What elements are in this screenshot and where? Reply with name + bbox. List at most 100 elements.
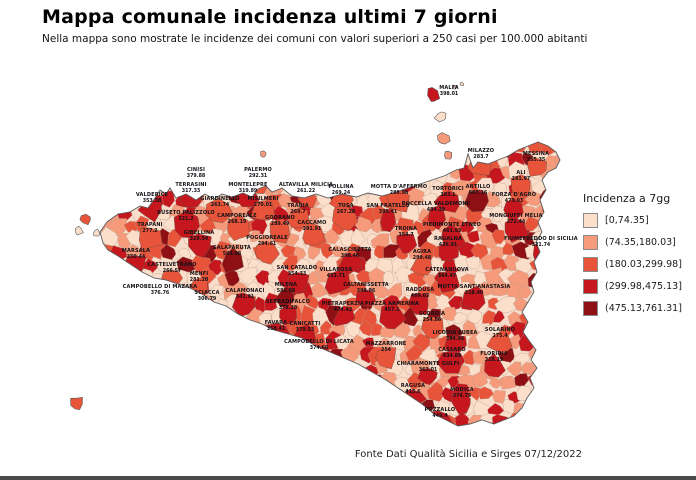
svg-text:MODICA: MODICA [450, 387, 474, 393]
svg-text:415.6: 415.6 [405, 389, 421, 395]
svg-text:277.2: 277.2 [142, 228, 157, 234]
svg-text:354.7: 354.7 [398, 232, 413, 238]
svg-text:379.88: 379.88 [187, 173, 206, 179]
svg-text:SCIACCA: SCIACCA [194, 290, 219, 296]
svg-text:FAVARA: FAVARA [265, 320, 287, 326]
svg-text:281.20: 281.20 [190, 277, 209, 283]
svg-text:MOTTA SANT'ANASTASIA: MOTTA SANT'ANASTASIA [438, 284, 511, 290]
legend: Incidenza a 7gg [0,74.35] (74.35,180.03] (… [583, 192, 695, 323]
svg-text:317.33: 317.33 [182, 188, 201, 194]
svg-text:CANICATTI: CANICATTI [290, 321, 321, 327]
svg-text:ANTILLO: ANTILLO [466, 184, 491, 190]
svg-text:268.19: 268.19 [228, 219, 247, 225]
legend-bin-0: [0,74.35] [583, 213, 695, 228]
page-subtitle: Nella mappa sono mostrate le incidenze d… [42, 33, 588, 45]
svg-text:358.41: 358.41 [267, 326, 286, 332]
svg-text:TRAPANI: TRAPANI [137, 222, 162, 228]
svg-text:376.76: 376.76 [151, 290, 170, 296]
svg-text:581.08: 581.08 [277, 288, 296, 294]
legend-swatch [583, 213, 598, 228]
svg-text:398.46: 398.46 [341, 253, 360, 259]
svg-text:SCORDIA: SCORDIA [419, 311, 445, 317]
svg-text:POLLINA: POLLINA [328, 184, 353, 190]
legend-bin-label: (299.98,475.13] [605, 281, 682, 292]
svg-text:294.61: 294.61 [258, 241, 277, 247]
svg-text:434.88: 434.88 [443, 353, 462, 359]
svg-text:254: 254 [381, 347, 392, 353]
svg-text:AGIRA: AGIRA [413, 249, 431, 255]
svg-text:341.91: 341.91 [236, 294, 255, 300]
svg-text:350.44: 350.44 [127, 254, 146, 260]
svg-text:379.53: 379.53 [296, 327, 315, 333]
svg-text:266.57: 266.57 [163, 268, 182, 274]
svg-text:VILLAROSA: VILLAROSA [320, 267, 353, 273]
svg-text:436.91: 436.91 [439, 242, 458, 248]
svg-text:CAMPOBELLO DI MAZARA: CAMPOBELLO DI MAZARA [123, 284, 198, 290]
svg-text:BUSETO PALIZZOLO: BUSETO PALIZZOLO [157, 210, 215, 216]
svg-text:299.48: 299.48 [413, 255, 432, 261]
minor-islands [70, 82, 465, 411]
svg-text:CALAMONACI: CALAMONACI [226, 288, 265, 294]
svg-text:TROINA: TROINA [395, 226, 417, 232]
legend-title: Incidenza a 7gg [583, 192, 671, 205]
legend-bin-4: (475.13,761.31] [583, 301, 695, 316]
svg-text:SAN CATALDO: SAN CATALDO [277, 265, 318, 271]
svg-text:291.91: 291.91 [303, 226, 322, 232]
svg-text:FORZA D'AGRÒ: FORZA D'AGRÒ [492, 191, 536, 198]
svg-text:ALTAVILLA MILICIA: ALTAVILLA MILICIA [279, 182, 333, 188]
svg-text:CINISI: CINISI [187, 167, 205, 173]
legend-bin-label: [0,74.35] [605, 215, 649, 226]
svg-text:473.93: 473.93 [505, 198, 524, 204]
svg-text:378.28: 378.28 [279, 305, 298, 311]
svg-text:398.01: 398.01 [440, 91, 459, 97]
legend-bin-2: (180.03,299.98] [583, 257, 695, 272]
svg-text:434.29: 434.29 [427, 207, 446, 213]
page-title: Mappa comunale incidenza ultimi 7 giorni [42, 6, 498, 28]
svg-text:364.47: 364.47 [438, 273, 457, 279]
legend-bin-label: (475.13,761.31] [605, 303, 682, 314]
svg-text:292.31: 292.31 [249, 173, 268, 179]
svg-text:363.01: 363.01 [419, 367, 438, 373]
svg-text:474.42: 474.42 [334, 307, 353, 313]
svg-text:PALERMO: PALERMO [244, 167, 272, 173]
svg-text:GIBELLINA: GIBELLINA [184, 230, 215, 236]
svg-text:CALTANISSETTA: CALTANISSETTA [343, 282, 389, 288]
svg-text:281.97: 281.97 [512, 176, 531, 182]
svg-text:GODRANO: GODRANO [265, 215, 295, 221]
svg-text:POZZALLO: POZZALLO [425, 407, 456, 413]
source-note: Fonte Dati Qualità Sicilia e Sirges 07/1… [354, 449, 582, 460]
